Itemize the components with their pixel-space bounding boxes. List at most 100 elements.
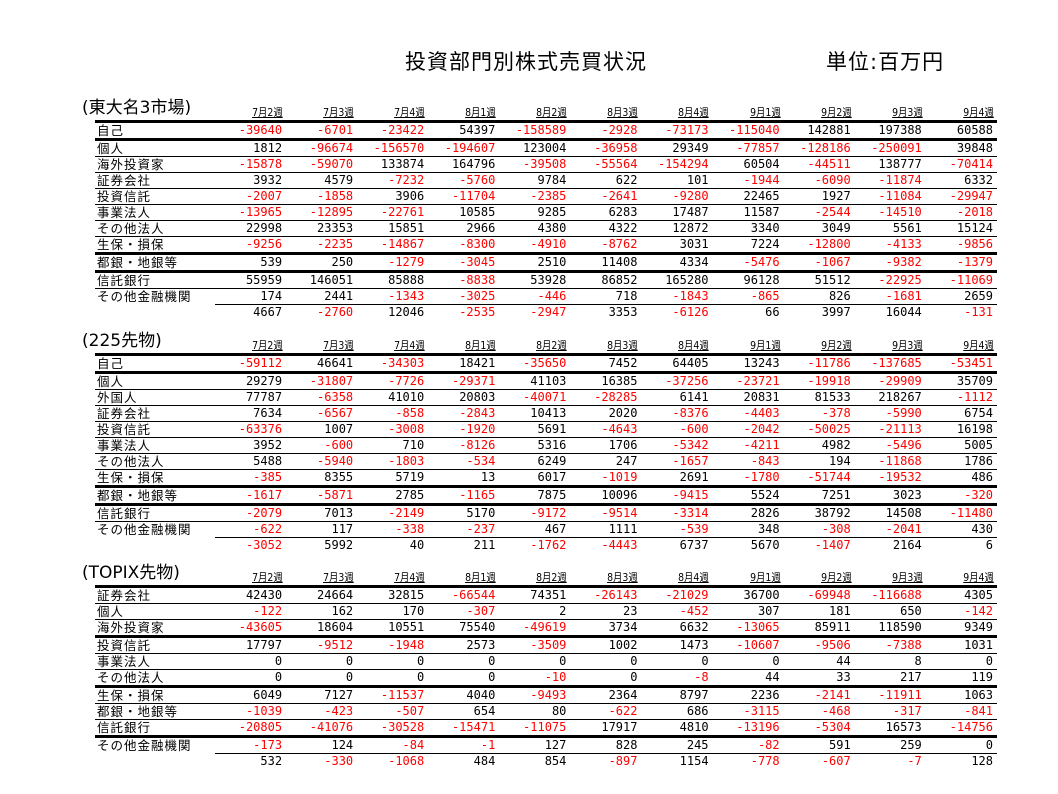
value-cell: 5992 xyxy=(286,537,358,553)
value-cell: -70414 xyxy=(925,156,997,173)
value-cell: 539 xyxy=(215,252,287,272)
value-cell: -173 xyxy=(215,735,287,754)
week-header: 9月3週 xyxy=(891,106,923,119)
value-cell: 197388 xyxy=(854,120,926,140)
value-cell: 128 xyxy=(925,753,997,769)
table-row: 外国人 77787 -6358 41010 20803 -40071 -28285 6141 2… xyxy=(95,389,997,406)
value-cell: -1681 xyxy=(854,288,926,305)
value-cell: 14508 xyxy=(854,503,926,522)
row-label: 証券会社 xyxy=(95,172,215,189)
week-header: 8月2週 xyxy=(536,339,567,352)
row-label: 生保・損保 xyxy=(95,469,215,487)
week-header: 8月4週 xyxy=(678,106,710,119)
value-cell: -35650 xyxy=(499,353,571,373)
value-cell: -5342 xyxy=(641,437,713,454)
value-cell: -841 xyxy=(925,703,997,720)
value-cell: 60588 xyxy=(925,120,997,140)
table-row: その他法人 22998 23353 15851 2966 4380 4322 12872 334… xyxy=(95,220,997,237)
value-cell: -338 xyxy=(357,521,429,538)
value-cell: 39848 xyxy=(925,138,997,157)
value-cell: 3906 xyxy=(357,188,429,205)
week-header: 7月3週 xyxy=(323,106,354,119)
value-cell: 2236 xyxy=(712,685,784,704)
value-cell: 53928 xyxy=(499,270,571,289)
value-cell: -55564 xyxy=(570,156,642,173)
value-cell: -44511 xyxy=(783,156,855,173)
week-header: 7月4週 xyxy=(394,339,425,352)
row-label xyxy=(95,305,215,321)
value-cell: 6049 xyxy=(215,685,287,704)
value-cell: -12800 xyxy=(783,236,855,254)
value-cell: -1920 xyxy=(428,421,500,438)
value-cell: 0 xyxy=(286,653,358,670)
value-cell: 218267 xyxy=(854,389,926,406)
value-cell: -320 xyxy=(925,485,997,505)
table-row: 証券会社 7634 -6567 -858 -2843 10413 2020 -8376 -440… xyxy=(95,405,997,422)
value-cell: 0 xyxy=(357,669,429,687)
value-cell: 0 xyxy=(925,735,997,754)
value-cell: 4334 xyxy=(641,252,713,272)
row-label: 信託銀行 xyxy=(95,719,215,737)
row-label: 事業法人 xyxy=(95,204,215,221)
table-row: 個人 29279 -31807 -7726 -29371 41103 16385 -37256… xyxy=(95,371,997,390)
row-label: その他法人 xyxy=(95,220,215,237)
week-header: 8月1週 xyxy=(465,106,496,119)
value-cell: 828 xyxy=(570,735,642,754)
value-cell: -12895 xyxy=(286,204,358,221)
value-cell: 486 xyxy=(925,469,997,487)
value-cell: 29349 xyxy=(641,138,713,157)
week-header: 8月3週 xyxy=(607,339,639,352)
table-row: 投資信託 17797 -9512 -1948 2573 -3509 1002 1473 -106… xyxy=(95,635,997,654)
value-cell: 4380 xyxy=(499,220,571,237)
value-cell: -96674 xyxy=(286,138,358,157)
value-cell: -22925 xyxy=(854,270,926,289)
header-row: 7月2週 7月3週 7月4週 8月1週 8月2週 8月3週 8月4週 9月1週 9月2週 9月3週… xyxy=(95,104,997,122)
week-header: 9月1週 xyxy=(749,106,781,119)
value-cell: -1803 xyxy=(357,453,429,470)
value-cell: 29279 xyxy=(215,371,287,390)
value-cell: 3340 xyxy=(712,220,784,237)
value-cell: -122 xyxy=(215,603,287,620)
value-cell: -15471 xyxy=(428,719,500,737)
week-header: 8月3週 xyxy=(607,571,639,584)
value-cell: 4810 xyxy=(641,719,713,737)
row-label: 生保・損保 xyxy=(95,685,215,704)
value-cell: -843 xyxy=(712,453,784,470)
value-cell: 15124 xyxy=(925,220,997,237)
value-cell: -9382 xyxy=(854,252,926,272)
row-label: その他金融機関 xyxy=(95,521,215,538)
row-label: 外国人 xyxy=(95,389,215,406)
value-cell: 3734 xyxy=(570,619,642,637)
week-header: 9月1週 xyxy=(749,571,781,584)
header-row: 7月2週 7月3週 7月4週 8月1週 8月2週 8月3週 8月4週 9月1週 9月2週 9月3週… xyxy=(95,569,997,587)
value-cell: -307 xyxy=(428,603,500,620)
value-cell: -2385 xyxy=(499,188,571,205)
value-cell: 18604 xyxy=(286,619,358,637)
value-cell: 854 xyxy=(499,753,571,769)
week-header: 8月4週 xyxy=(678,571,710,584)
value-cell: -9856 xyxy=(925,236,997,254)
value-cell: -31807 xyxy=(286,371,358,390)
value-cell: -7726 xyxy=(357,371,429,390)
value-cell: 3952 xyxy=(215,437,287,454)
value-cell: 13 xyxy=(428,469,500,487)
value-cell: -19532 xyxy=(854,469,926,487)
table-row: その他法人 5488 -5940 -1803 -534 6249 247 -1657 -843 1… xyxy=(95,453,997,470)
table-row: その他金融機関 -173 124 -84 -1 127 828 245 -82 591 259 0 xyxy=(95,735,997,754)
value-cell: 86852 xyxy=(570,270,642,289)
value-cell: 622 xyxy=(570,172,642,189)
value-cell: 5691 xyxy=(499,421,571,438)
value-cell: 42430 xyxy=(215,585,287,604)
value-cell: 211 xyxy=(428,537,500,553)
value-cell: -858 xyxy=(357,405,429,422)
value-cell: -29909 xyxy=(854,371,926,390)
value-cell: -2928 xyxy=(570,120,642,140)
value-cell: -137685 xyxy=(854,353,926,373)
value-cell: 124 xyxy=(286,735,358,754)
value-cell: 6141 xyxy=(641,389,713,406)
value-cell: -1407 xyxy=(783,537,855,553)
value-cell: -2079 xyxy=(215,503,287,522)
value-cell: 66 xyxy=(712,304,784,320)
row-label: 証券会社 xyxy=(95,585,215,604)
value-cell: 36700 xyxy=(712,585,784,604)
